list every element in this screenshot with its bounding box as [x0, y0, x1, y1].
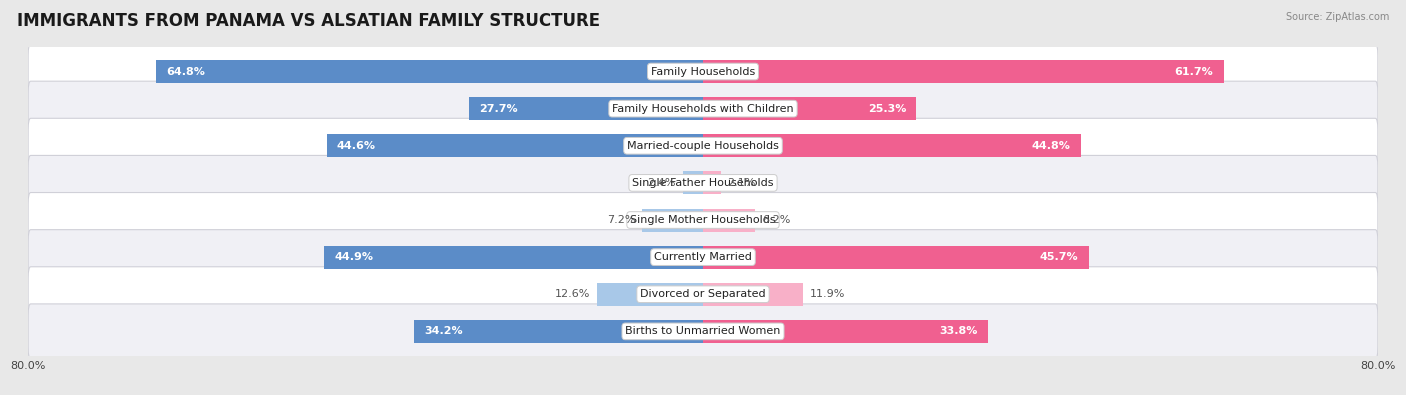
- FancyBboxPatch shape: [28, 155, 1378, 211]
- FancyBboxPatch shape: [28, 267, 1378, 322]
- Bar: [703, 283, 803, 306]
- Bar: [703, 134, 1081, 157]
- Text: 12.6%: 12.6%: [554, 289, 591, 299]
- Text: 44.6%: 44.6%: [337, 141, 375, 151]
- Text: 2.4%: 2.4%: [648, 178, 676, 188]
- Text: 2.1%: 2.1%: [727, 178, 756, 188]
- Text: Single Mother Households: Single Mother Households: [630, 215, 776, 225]
- Bar: [703, 209, 755, 231]
- Text: 27.7%: 27.7%: [479, 103, 517, 114]
- Text: 11.9%: 11.9%: [810, 289, 845, 299]
- Bar: [643, 209, 703, 231]
- FancyBboxPatch shape: [28, 229, 1378, 285]
- Text: 45.7%: 45.7%: [1040, 252, 1078, 262]
- Bar: [415, 320, 703, 343]
- Text: 7.2%: 7.2%: [607, 215, 636, 225]
- Text: Family Households with Children: Family Households with Children: [612, 103, 794, 114]
- Text: IMMIGRANTS FROM PANAMA VS ALSATIAN FAMILY STRUCTURE: IMMIGRANTS FROM PANAMA VS ALSATIAN FAMIL…: [17, 12, 600, 30]
- Text: 44.8%: 44.8%: [1032, 141, 1071, 151]
- Bar: [470, 97, 703, 120]
- Text: Divorced or Separated: Divorced or Separated: [640, 289, 766, 299]
- Bar: [326, 134, 703, 157]
- Text: 33.8%: 33.8%: [939, 326, 979, 337]
- Bar: [683, 171, 703, 194]
- Bar: [325, 246, 703, 269]
- FancyBboxPatch shape: [28, 81, 1378, 136]
- Bar: [596, 283, 703, 306]
- Text: 6.2%: 6.2%: [762, 215, 790, 225]
- FancyBboxPatch shape: [28, 118, 1378, 173]
- Text: Births to Unmarried Women: Births to Unmarried Women: [626, 326, 780, 337]
- Text: Source: ZipAtlas.com: Source: ZipAtlas.com: [1285, 12, 1389, 22]
- Bar: [703, 246, 1088, 269]
- Text: 34.2%: 34.2%: [425, 326, 463, 337]
- FancyBboxPatch shape: [28, 192, 1378, 248]
- Text: Married-couple Households: Married-couple Households: [627, 141, 779, 151]
- Text: Currently Married: Currently Married: [654, 252, 752, 262]
- Text: 44.9%: 44.9%: [335, 252, 374, 262]
- Bar: [703, 171, 721, 194]
- Text: 25.3%: 25.3%: [868, 103, 907, 114]
- Bar: [703, 320, 988, 343]
- Text: 61.7%: 61.7%: [1174, 66, 1213, 77]
- Text: Family Households: Family Households: [651, 66, 755, 77]
- Bar: [156, 60, 703, 83]
- Bar: [703, 97, 917, 120]
- FancyBboxPatch shape: [28, 44, 1378, 99]
- Bar: [703, 60, 1223, 83]
- Text: 64.8%: 64.8%: [166, 66, 205, 77]
- FancyBboxPatch shape: [28, 304, 1378, 359]
- Text: Single Father Households: Single Father Households: [633, 178, 773, 188]
